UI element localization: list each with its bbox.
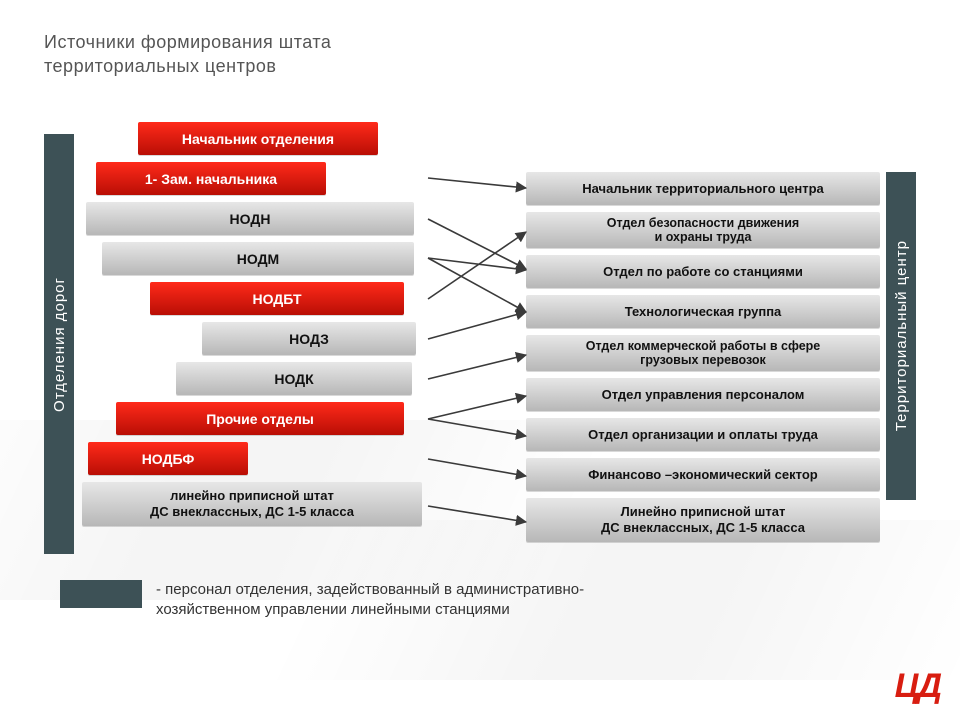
connector-line	[428, 178, 526, 188]
connector-line	[428, 459, 526, 476]
left-bar-3: НОДМ	[102, 242, 414, 275]
connector-line	[428, 258, 526, 270]
left-bar-8: НОДБФ	[88, 442, 248, 475]
connector-line	[428, 419, 526, 436]
right-bar-7: Финансово –экономический сектор	[526, 458, 880, 491]
org-diagram: Отделения дорог Территориальный центр На…	[44, 122, 916, 562]
right-bar-8: Линейно приписной штатДС внеклассных, ДС…	[526, 498, 880, 542]
connector-line	[428, 258, 526, 312]
right-bar-5: Отдел управления персоналом	[526, 378, 880, 411]
connector-line	[428, 506, 526, 522]
connector-line	[428, 219, 526, 269]
right-stack: Начальник территориального центра Отдел б…	[526, 172, 880, 549]
logo: ЦД	[895, 667, 940, 706]
connector-line	[428, 396, 526, 419]
left-bar-5: НОДЗ	[202, 322, 416, 355]
left-bar-0: Начальник отделения	[138, 122, 378, 155]
right-bar-4: Отдел коммерческой работы в сферегрузовы…	[526, 335, 880, 371]
left-bar-2: НОДН	[86, 202, 414, 235]
left-bar-7: Прочие отделы	[116, 402, 404, 435]
legend-text: персонал отделения, задействованный в ад…	[156, 580, 676, 621]
left-stack: Начальник отделения 1- Зам. начальника НОД…	[78, 122, 428, 533]
connector-line	[428, 232, 526, 299]
left-bar-4: НОДБТ	[150, 282, 404, 315]
right-bar-0: Начальник территориального центра	[526, 172, 880, 205]
connector-line	[428, 312, 526, 339]
page-title: Источники формирования штата территориал…	[44, 30, 331, 79]
title-line-2: территориальных центров	[44, 56, 276, 76]
left-bar-9: линейно приписной штатДС внеклассных, ДС…	[82, 482, 422, 526]
right-bar-1: Отдел безопасности движенияи охраны труд…	[526, 212, 880, 248]
legend-swatch	[60, 580, 142, 608]
legend: персонал отделения, задействованный в ад…	[60, 580, 676, 621]
right-bar-3: Технологическая группа	[526, 295, 880, 328]
left-bar-6: НОДК	[176, 362, 412, 395]
right-bar-2: Отдел по работе со станциями	[526, 255, 880, 288]
title-line-1: Источники формирования штата	[44, 32, 331, 52]
left-column-label: Отделения дорог	[44, 134, 74, 554]
right-column-label: Территориальный центр	[886, 172, 916, 500]
connector-line	[428, 355, 526, 379]
left-column-label-text: Отделения дорог	[51, 277, 68, 412]
right-column-label-text: Территориальный центр	[893, 240, 910, 431]
right-bar-6: Отдел организации и оплаты труда	[526, 418, 880, 451]
left-bar-1: 1- Зам. начальника	[96, 162, 326, 195]
